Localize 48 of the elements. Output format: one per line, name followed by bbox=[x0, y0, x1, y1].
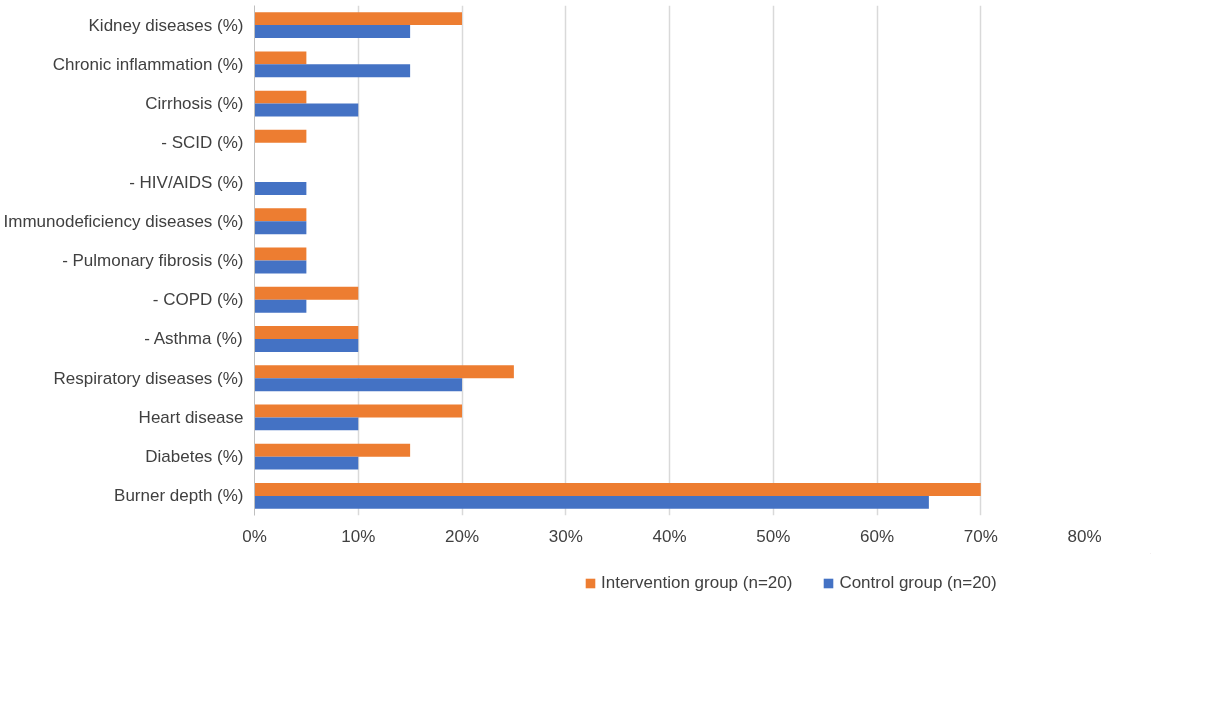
bar bbox=[254, 326, 359, 339]
y-tick-label: Heart disease bbox=[138, 407, 244, 427]
bar bbox=[254, 443, 411, 457]
y-tick-label: - COPD (%) bbox=[152, 290, 244, 310]
y-tick-label: Burner depth (%) bbox=[114, 486, 244, 506]
bar bbox=[254, 286, 359, 300]
bar bbox=[254, 90, 307, 104]
bar bbox=[254, 299, 307, 313]
x-tick-label: 20% bbox=[444, 526, 480, 546]
bar bbox=[254, 64, 411, 78]
y-tick-label: Chronic inflammation (%) bbox=[52, 54, 244, 74]
bar bbox=[254, 25, 411, 39]
y-tick-label: - SCID (%) bbox=[161, 133, 244, 153]
bar bbox=[254, 482, 981, 496]
bar bbox=[254, 378, 462, 392]
y-tick-label: Immunodeficiency diseases (%) bbox=[3, 211, 244, 231]
x-tick-label: 80% bbox=[1067, 526, 1102, 546]
y-tick-label: - HIV/AIDS (%) bbox=[129, 172, 244, 192]
x-tick-label: 10% bbox=[341, 526, 376, 546]
legend-label: Control group (n=20) bbox=[839, 573, 997, 593]
bar bbox=[254, 260, 307, 274]
y-tick-label: - Asthma (%) bbox=[144, 329, 243, 349]
bar bbox=[254, 51, 307, 65]
legend-label: Intervention group (n=20) bbox=[601, 573, 793, 593]
y-tick-label: - Pulmonary fibrosis (%) bbox=[62, 251, 244, 270]
bar bbox=[254, 182, 307, 195]
bar bbox=[254, 417, 359, 431]
x-tick-label: 30% bbox=[548, 526, 583, 546]
x-tick-label: 40% bbox=[652, 526, 687, 546]
y-tick-label: Cirrhosis (%) bbox=[145, 94, 244, 114]
bar bbox=[254, 12, 462, 26]
x-tick-label: 50% bbox=[756, 526, 791, 546]
x-tick-label: 0% bbox=[242, 526, 267, 546]
bar bbox=[254, 103, 359, 117]
bar bbox=[254, 365, 514, 379]
bar bbox=[254, 456, 359, 470]
bar bbox=[254, 338, 359, 352]
y-tick-label: Respiratory diseases (%) bbox=[53, 368, 244, 388]
bar bbox=[254, 208, 307, 222]
bar bbox=[254, 221, 307, 235]
bar bbox=[254, 247, 307, 261]
y-tick-label: Kidney diseases (%) bbox=[88, 15, 244, 35]
bar bbox=[254, 495, 929, 509]
y-tick-label: Diabetes (%) bbox=[145, 447, 244, 467]
bar bbox=[254, 404, 462, 418]
x-tick-label: 60% bbox=[859, 526, 895, 546]
bar bbox=[254, 129, 307, 143]
x-tick-label: 70% bbox=[963, 526, 998, 546]
